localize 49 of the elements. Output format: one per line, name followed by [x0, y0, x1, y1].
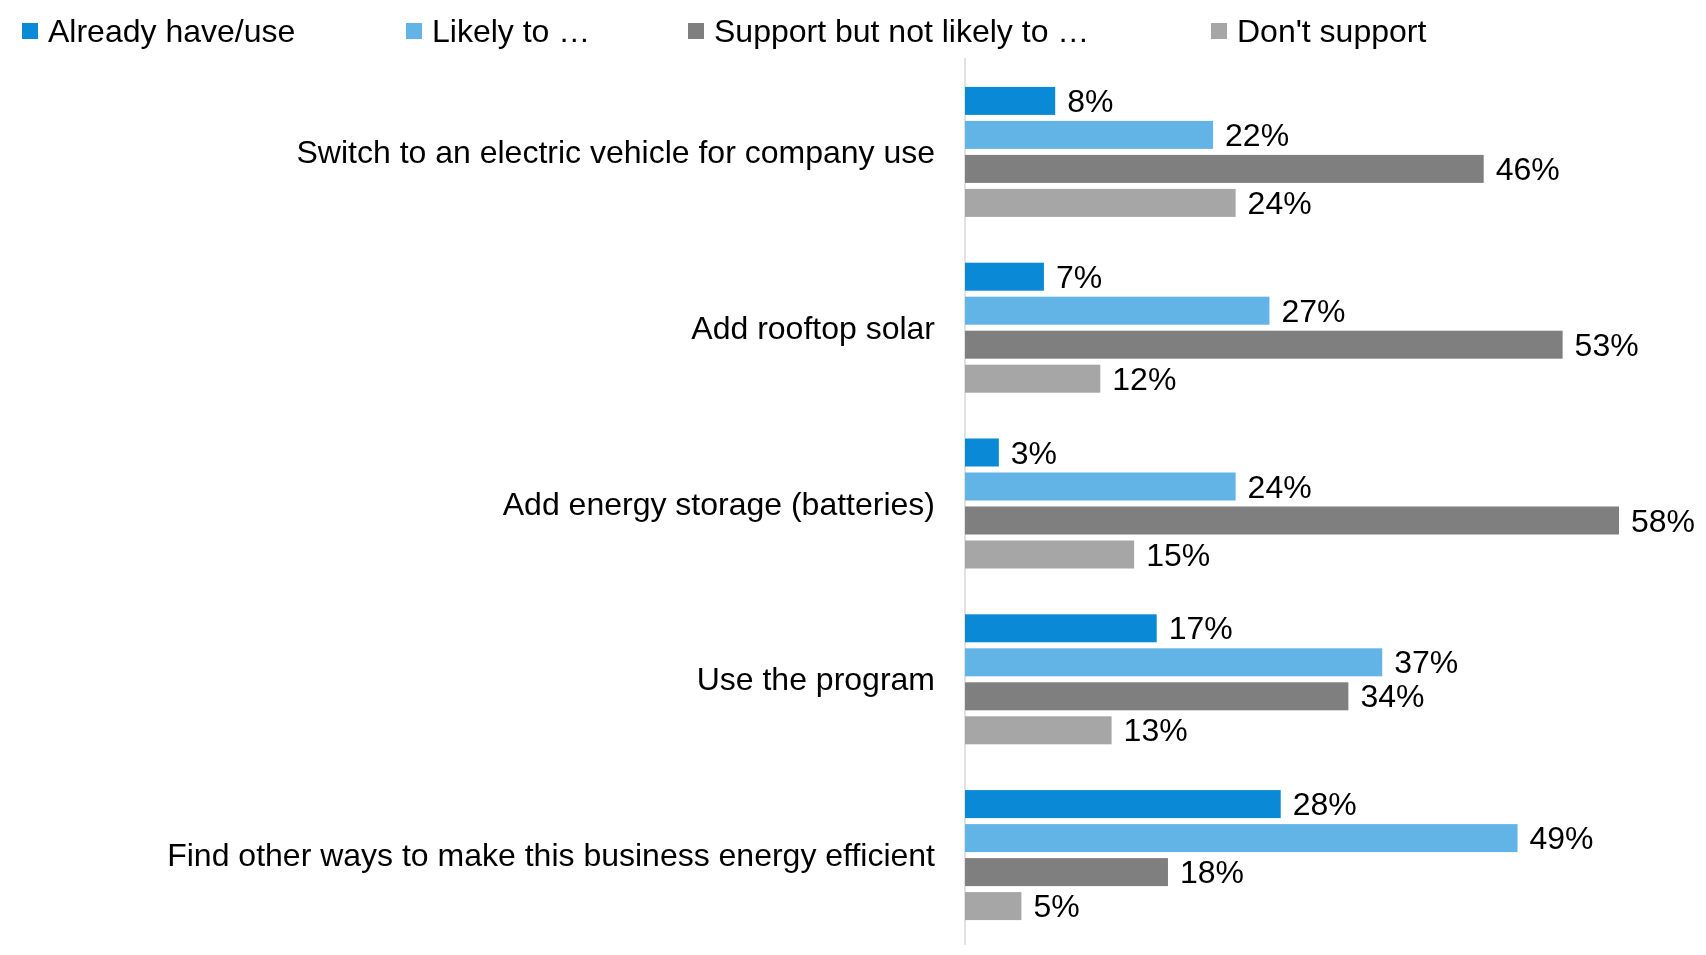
- data-label: 37%: [1394, 644, 1459, 681]
- data-label: 8%: [1067, 82, 1114, 119]
- data-label: 49%: [1529, 820, 1594, 857]
- y-tick-label: Add rooftop solar: [691, 309, 936, 346]
- bar: [965, 262, 1044, 291]
- bar: [965, 824, 1518, 853]
- y-tick-label: Use the program: [696, 661, 935, 698]
- data-label: 12%: [1112, 360, 1177, 397]
- data-label: 22%: [1225, 116, 1290, 153]
- bar: [965, 296, 1270, 325]
- legend-label: Likely to …: [432, 13, 591, 49]
- bar: [965, 154, 1484, 183]
- bar: [965, 614, 1157, 643]
- bar: [965, 188, 1236, 217]
- data-label: 24%: [1247, 468, 1312, 505]
- data-label: 27%: [1281, 292, 1346, 329]
- bar: [965, 858, 1168, 887]
- bar: [965, 472, 1236, 501]
- y-tick-label: Find other ways to make this business energy efficient: [167, 837, 936, 874]
- legend-label: Already have/use: [48, 13, 296, 49]
- y-tick-label: Add energy storage (batteries): [502, 485, 935, 522]
- data-label: 28%: [1292, 786, 1357, 823]
- bar: [965, 682, 1349, 711]
- data-label: 46%: [1495, 150, 1560, 187]
- data-label: 17%: [1168, 610, 1233, 647]
- bar: [965, 716, 1112, 745]
- data-label: 7%: [1055, 258, 1103, 295]
- data-label: 34%: [1360, 678, 1425, 715]
- legend-label: Don't support: [1237, 13, 1427, 49]
- data-label: 18%: [1179, 854, 1245, 891]
- bar: [965, 648, 1383, 677]
- bar: [965, 330, 1563, 359]
- bar: [965, 540, 1135, 569]
- bar: [965, 120, 1214, 149]
- bar: [965, 790, 1281, 819]
- data-label: 53%: [1574, 326, 1639, 363]
- data-label: 15%: [1146, 536, 1211, 573]
- data-label: 5%: [1033, 888, 1080, 925]
- y-tick-label: Switch to an electric vehicle for company use: [296, 133, 935, 170]
- bar: [965, 892, 1022, 921]
- bar: [965, 438, 999, 467]
- bar: [965, 364, 1101, 393]
- data-label: 58%: [1631, 502, 1696, 539]
- data-label: 3%: [1010, 434, 1058, 471]
- bar: [965, 506, 1619, 535]
- legend-label: Support but not likely to …: [714, 13, 1090, 49]
- data-label: 24%: [1247, 184, 1312, 221]
- bar: [965, 86, 1056, 115]
- data-label: 13%: [1123, 712, 1188, 749]
